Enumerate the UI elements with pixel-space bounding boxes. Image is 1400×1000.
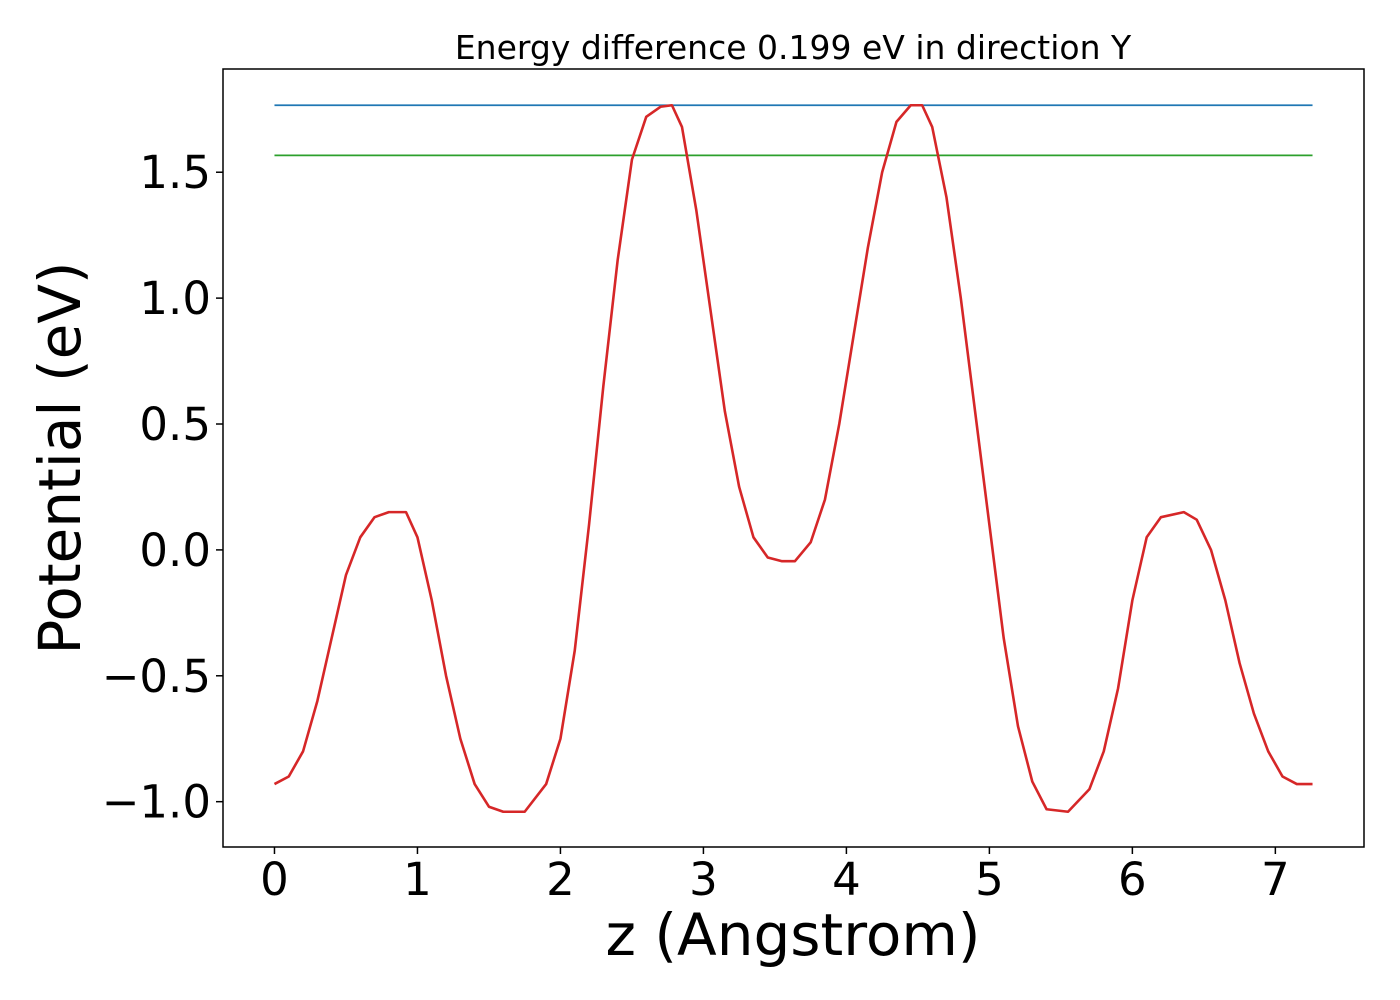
axes-ticks: 0 1 2 3 4 5 6 7 −1.0 −0.5 0.0 0.5 1.0 1.5 [102,146,1290,906]
plot-area [273,103,1313,814]
x-tick-label: 5 [975,853,1004,906]
y-tick-label: 0.0 [139,524,211,577]
chart-title: Energy difference 0.199 eV in direction … [455,28,1132,67]
y-axis-label: Potential (eV) [26,261,94,654]
x-tick-label: 6 [1118,853,1147,906]
x-tick-label: 1 [403,853,432,906]
series-line-potential-curve [273,103,1313,814]
x-axis-label: z (Angstrom) [606,901,981,969]
y-tick-label: 1.5 [139,146,211,199]
x-tick-label: 2 [546,853,575,906]
y-tick-label: 0.5 [139,398,211,451]
y-tick-label: 1.0 [139,272,211,325]
x-tick-label: 4 [832,853,861,906]
y-tick-label: −0.5 [102,650,211,703]
plot-frame [222,68,1365,848]
x-tick-label: 7 [1261,853,1290,906]
y-tick-label: −1.0 [102,776,211,829]
x-tick-label: 3 [689,853,718,906]
x-tick-label: 0 [260,853,289,906]
